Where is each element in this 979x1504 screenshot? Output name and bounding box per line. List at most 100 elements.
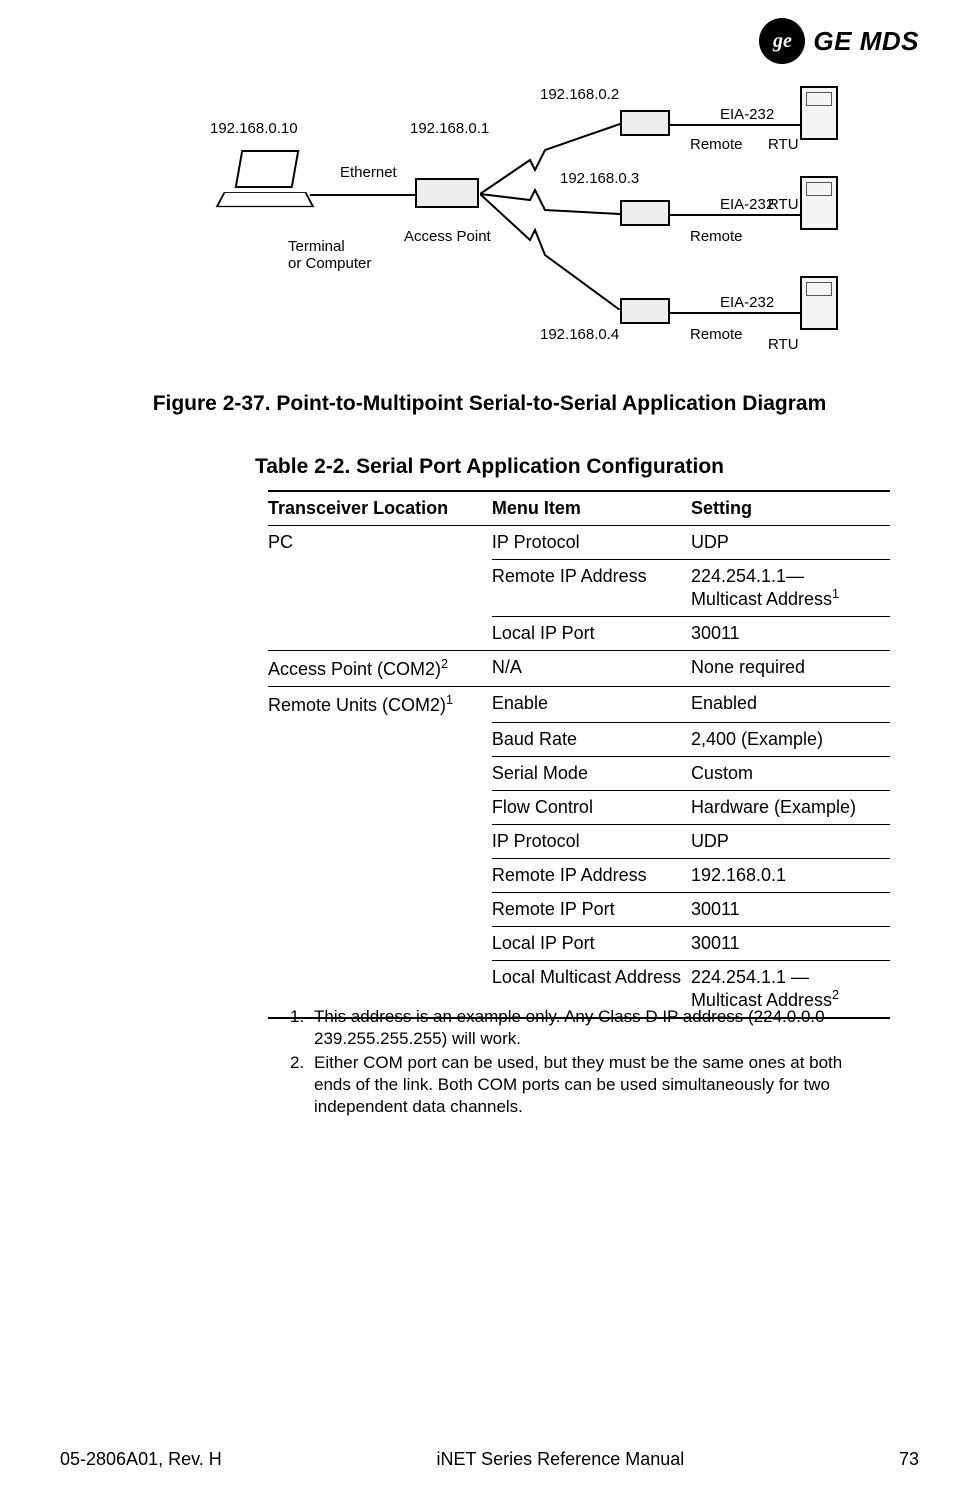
page-header: ge GE MDS (759, 18, 919, 64)
eia232-label-3: EIA-232 (720, 294, 774, 311)
cell-menu: Local IP Port (492, 617, 691, 651)
ethernet-line (310, 194, 415, 196)
page: ge GE MDS 192.168.0.10 192.168.0.1 192. (0, 0, 979, 1504)
footnote-num: 1. (290, 1006, 308, 1050)
footnote: 2.Either COM port can be used, but they … (290, 1052, 870, 1118)
table-row: Baud Rate2,400 (Example) (268, 722, 890, 756)
access-point-icon (415, 178, 479, 208)
ip-r3-label: 192.168.0.4 (540, 326, 619, 343)
remote-1-icon (620, 110, 670, 136)
eia232-line-3 (670, 312, 800, 314)
footnote-num: 2. (290, 1052, 308, 1118)
cell-location (268, 756, 492, 790)
network-diagram: 192.168.0.10 192.168.0.1 192.168.0.2 192… (180, 80, 880, 370)
footer-center: iNET Series Reference Manual (436, 1449, 684, 1470)
table-row: Remote IP Port30011 (268, 892, 890, 926)
col-header-menu: Menu Item (492, 491, 691, 526)
cell-menu: IP Protocol (492, 824, 691, 858)
cell-menu: Remote IP Port (492, 892, 691, 926)
col-header-setting: Setting (691, 491, 890, 526)
eia232-line-2 (670, 214, 800, 216)
cell-menu: Local IP Port (492, 926, 691, 960)
cell-location (268, 560, 492, 617)
ip-r2-label: 192.168.0.3 (560, 170, 639, 187)
remote-label-3: Remote (690, 326, 743, 343)
rtu-label-2: RTU (768, 196, 799, 213)
table-caption: Table 2-2. Serial Port Application Confi… (0, 455, 979, 479)
remote-2-icon (620, 200, 670, 226)
table-row: PCIP ProtocolUDP (268, 526, 890, 560)
cell-setting: 30011 (691, 892, 890, 926)
terminal-computer-icon (220, 150, 310, 215)
ip-ap-label: 192.168.0.1 (410, 120, 489, 137)
table-row: Remote IP Address192.168.0.1 (268, 858, 890, 892)
cell-location (268, 926, 492, 960)
cell-setting: Custom (691, 756, 890, 790)
ip-terminal-label: 192.168.0.10 (210, 120, 298, 137)
footnote-text: This address is an example only. Any Cla… (314, 1006, 870, 1050)
cell-setting: 224.254.1.1—Multicast Address1 (691, 560, 890, 617)
cell-setting: Enabled (691, 687, 890, 723)
cell-menu: N/A (492, 651, 691, 687)
cell-menu: Remote IP Address (492, 560, 691, 617)
table-row: Local IP Port30011 (268, 617, 890, 651)
cell-setting: None required (691, 651, 890, 687)
footnote-text: Either COM port can be used, but they mu… (314, 1052, 870, 1118)
remote-label-1: Remote (690, 136, 743, 153)
wireless-links-icon (480, 110, 625, 310)
eia232-label-1: EIA-232 (720, 106, 774, 123)
cell-setting: Hardware (Example) (691, 790, 890, 824)
figure-caption: Figure 2-37. Point-to-Multipoint Serial-… (0, 390, 979, 418)
table-row: Flow ControlHardware (Example) (268, 790, 890, 824)
cell-location (268, 790, 492, 824)
cell-setting: UDP (691, 824, 890, 858)
cell-menu: IP Protocol (492, 526, 691, 560)
ip-r1-label: 192.168.0.2 (540, 86, 619, 103)
rtu-label-1: RTU (768, 136, 799, 153)
cell-location (268, 858, 492, 892)
cell-setting: 2,400 (Example) (691, 722, 890, 756)
table-row: Local IP Port30011 (268, 926, 890, 960)
page-footer: 05-2806A01, Rev. H iNET Series Reference… (60, 1449, 919, 1470)
cell-location: Access Point (COM2)2 (268, 651, 492, 687)
rtu-2-icon (800, 176, 838, 230)
cell-menu: Flow Control (492, 790, 691, 824)
rtu-label-3: RTU (768, 336, 799, 353)
table-row: Remote IP Address224.254.1.1—Multicast A… (268, 560, 890, 617)
cell-location (268, 824, 492, 858)
cell-location (268, 722, 492, 756)
footer-right: 73 (899, 1449, 919, 1470)
access-point-label: Access Point (404, 228, 491, 245)
cell-menu: Baud Rate (492, 722, 691, 756)
cell-setting: 30011 (691, 926, 890, 960)
cell-location: Remote Units (COM2)1 (268, 687, 492, 723)
cell-setting: 192.168.0.1 (691, 858, 890, 892)
remote-3-icon (620, 298, 670, 324)
rtu-3-icon (800, 276, 838, 330)
col-header-location: Transceiver Location (268, 491, 492, 526)
ge-logo-text: ge (773, 30, 792, 53)
table-row: Remote Units (COM2)1EnableEnabled (268, 687, 890, 723)
footnotes: 1.This address is an example only. Any C… (290, 1006, 870, 1120)
eia232-label-2: EIA-232 (720, 196, 774, 213)
table-header-row: Transceiver Location Menu Item Setting (268, 491, 890, 526)
cell-menu: Remote IP Address (492, 858, 691, 892)
terminal-label: Terminal or Computer (288, 238, 371, 272)
cell-setting: 30011 (691, 617, 890, 651)
footnote: 1.This address is an example only. Any C… (290, 1006, 870, 1050)
table-row: IP ProtocolUDP (268, 824, 890, 858)
footer-left: 05-2806A01, Rev. H (60, 1449, 222, 1470)
ethernet-label: Ethernet (340, 164, 397, 181)
table-row: Access Point (COM2)2N/ANone required (268, 651, 890, 687)
table-row: Serial ModeCustom (268, 756, 890, 790)
cell-location: PC (268, 526, 492, 560)
cell-location (268, 617, 492, 651)
cell-menu: Serial Mode (492, 756, 691, 790)
rtu-1-icon (800, 86, 838, 140)
brand-text: GE MDS (813, 26, 919, 57)
ge-logo-icon: ge (759, 18, 805, 64)
config-table: Transceiver Location Menu Item Setting P… (268, 490, 890, 1019)
remote-label-2: Remote (690, 228, 743, 245)
cell-location (268, 892, 492, 926)
cell-menu: Enable (492, 687, 691, 723)
